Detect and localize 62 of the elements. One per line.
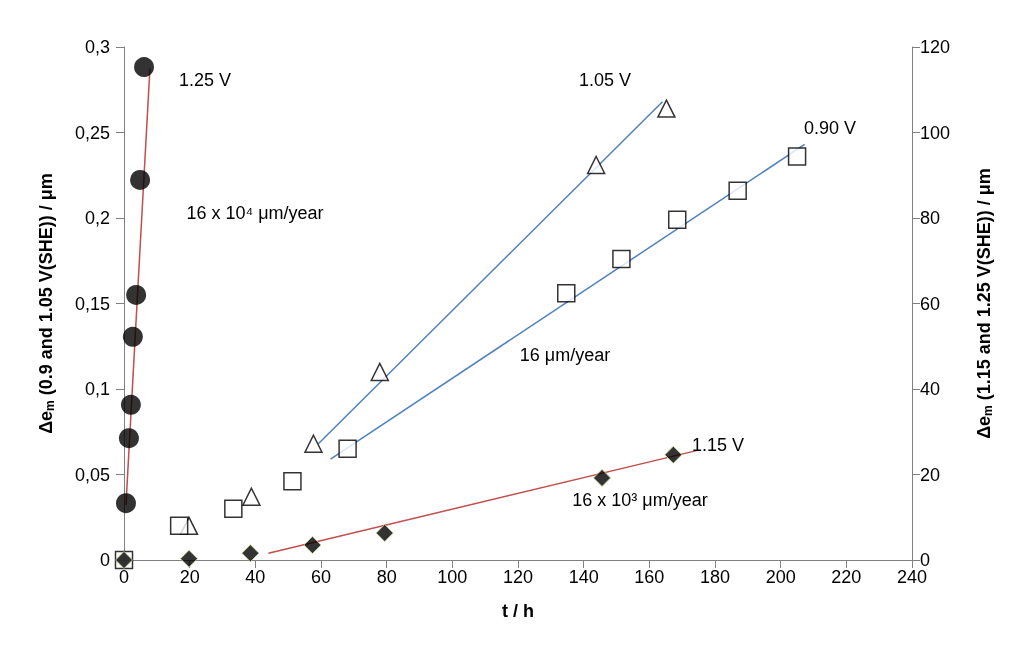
x-tick-label: 180 bbox=[699, 567, 731, 587]
x-tick-label: 0 bbox=[118, 567, 130, 587]
x-tick-label: 60 bbox=[310, 567, 332, 587]
point bbox=[180, 549, 199, 568]
y-tick-label: 0,25 bbox=[74, 122, 110, 143]
point bbox=[120, 394, 141, 415]
point bbox=[586, 155, 606, 175]
x-tick-label: 140 bbox=[568, 567, 599, 587]
point bbox=[728, 181, 747, 200]
annotation: 16 μm/year bbox=[519, 345, 611, 365]
x-tick-label: 160 bbox=[634, 567, 665, 587]
annotation: 16 x 10³ μm/year bbox=[572, 490, 708, 510]
x-tick-label: 120 bbox=[502, 567, 534, 587]
y2-tick-label: 80 bbox=[920, 208, 941, 228]
y-tick-label: 0,2 bbox=[84, 208, 110, 228]
point bbox=[787, 147, 807, 166]
point bbox=[612, 249, 631, 269]
y-tick-label: 0,05 bbox=[74, 464, 110, 485]
point bbox=[338, 439, 357, 459]
point bbox=[557, 283, 576, 303]
point bbox=[370, 362, 390, 382]
point bbox=[169, 516, 189, 536]
x-axis-title: t / h bbox=[502, 601, 534, 621]
y2-axis-title: Δem (1.15 and 1.25 V(SHE)) / μm bbox=[974, 168, 995, 439]
y2-tick-label: 40 bbox=[920, 379, 941, 399]
annotation: 0.90 V bbox=[803, 118, 857, 138]
point bbox=[122, 326, 143, 347]
point bbox=[241, 544, 260, 563]
y-axis-title: Δem (0.9 and 1.05 V(SHE)) / μm bbox=[36, 173, 57, 434]
x-tick-label: 100 bbox=[437, 567, 468, 587]
y-tick-label: 0,1 bbox=[84, 379, 110, 399]
x-tick-label: 200 bbox=[765, 567, 796, 587]
x-tick-label: 220 bbox=[831, 567, 862, 587]
annotation: 16 x 10⁴ μm/year bbox=[186, 203, 324, 223]
y2-tick-label: 120 bbox=[920, 37, 951, 57]
y2-tick-label: 60 bbox=[920, 293, 941, 314]
x-tick-label: 80 bbox=[376, 567, 397, 587]
point bbox=[664, 445, 683, 464]
y-tick-label: 0 bbox=[99, 550, 110, 570]
y2-tick-label: 0 bbox=[920, 550, 931, 570]
point bbox=[283, 472, 302, 491]
point bbox=[375, 524, 394, 543]
point bbox=[130, 169, 151, 190]
point bbox=[667, 210, 687, 229]
y-tick-label: 0,15 bbox=[74, 293, 110, 314]
y-tick-label: 0,3 bbox=[84, 37, 110, 57]
point bbox=[134, 57, 155, 78]
y2-tick-label: 20 bbox=[920, 464, 941, 485]
point bbox=[118, 428, 139, 449]
x-tick-label: 240 bbox=[896, 567, 928, 587]
x-tick-label: 40 bbox=[245, 567, 266, 587]
annotation: 1.15 V bbox=[691, 435, 745, 455]
annotation: 1.25 V bbox=[178, 70, 232, 90]
point bbox=[224, 499, 243, 518]
annotation: 1.05 V bbox=[578, 70, 632, 90]
x-tick-label: 20 bbox=[179, 567, 200, 587]
point bbox=[303, 536, 322, 555]
y2-tick-label: 100 bbox=[920, 122, 951, 143]
point bbox=[126, 284, 147, 305]
point bbox=[593, 468, 612, 487]
point bbox=[657, 99, 676, 118]
point bbox=[115, 493, 136, 514]
